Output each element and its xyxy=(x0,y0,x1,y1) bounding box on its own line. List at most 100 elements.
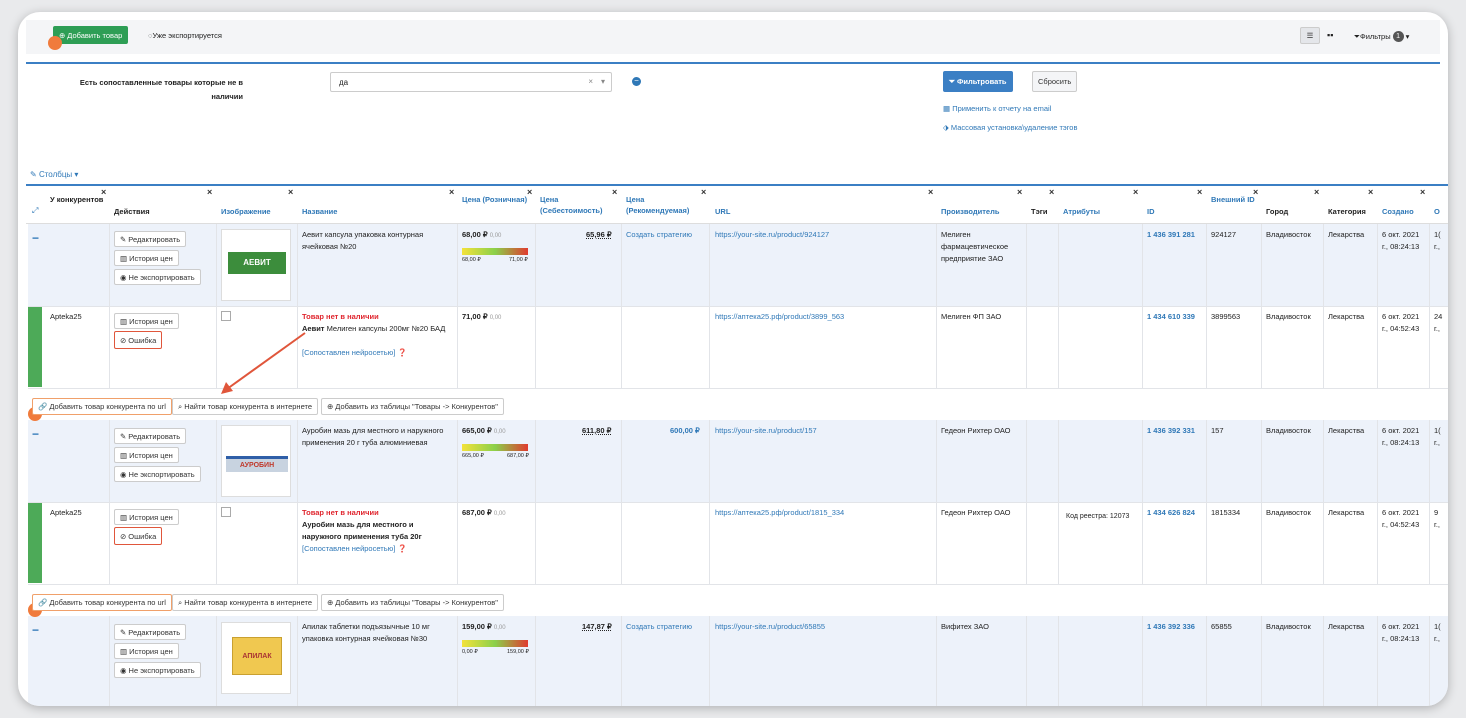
edit-button[interactable]: ✎ Редактировать xyxy=(114,624,187,640)
matched-by-ai-link[interactable]: [Сопоставлен нейросетью] ❓ xyxy=(302,348,407,357)
filter-select[interactable]: да × ▾ xyxy=(330,72,612,92)
price-history-button[interactable]: ▥ История цен xyxy=(114,250,179,266)
product-id-link[interactable]: 1 434 626 824 xyxy=(1147,508,1195,517)
created-date: 6 окт. 2021 г., 04:52:43 xyxy=(1382,312,1420,333)
product-image[interactable]: АПИЛАК xyxy=(221,622,291,694)
header-price-retail[interactable]: Цена (Розничная) xyxy=(462,195,528,204)
add-from-table-button[interactable]: ⊕ Добавить из таблицы "Товары -> Конкурен… xyxy=(321,398,504,415)
header-image[interactable]: Изображение xyxy=(221,207,271,216)
add-product-button[interactable]: ⊕ Добавить товар xyxy=(53,26,129,44)
price-history-button[interactable]: ▥ История цен xyxy=(114,447,179,463)
plus-circle-icon: ⊕ xyxy=(327,598,334,607)
header-price-cost[interactable]: Цена (Себестоимость) xyxy=(540,195,603,215)
city: Владивосток xyxy=(1266,622,1311,631)
product-id-link[interactable]: 1 436 392 331 xyxy=(1147,426,1195,435)
product-id-link[interactable]: 1 436 392 336 xyxy=(1147,622,1195,631)
product-url-link[interactable]: https://your-site.ru/product/157 xyxy=(715,426,817,435)
external-id: 65855 xyxy=(1211,622,1232,631)
error-button[interactable]: ⊘ Ошибка xyxy=(114,331,163,349)
header-name[interactable]: Название xyxy=(302,207,338,216)
header-url[interactable]: URL xyxy=(715,207,731,216)
remove-column-icon[interactable]: × xyxy=(1420,187,1426,197)
remove-column-icon[interactable]: × xyxy=(207,187,213,197)
remove-column-icon[interactable]: × xyxy=(1133,187,1139,197)
collapse-icon[interactable]: − xyxy=(32,231,40,245)
header-created[interactable]: Создано xyxy=(1382,207,1414,216)
top-toolbar xyxy=(26,20,1440,54)
remove-column-icon[interactable]: × xyxy=(612,187,618,197)
add-by-url-button[interactable]: 🔗 Добавить товар конкурента по url xyxy=(32,398,172,415)
product-price: 71,00 ₽ 0,00 xyxy=(462,312,502,321)
price-history-button[interactable]: ▥ История цен xyxy=(114,313,179,329)
product-url-link[interactable]: https://your-site.ru/product/65855 xyxy=(715,622,826,631)
add-by-url-button[interactable]: 🔗 Добавить товар конкурента по url xyxy=(32,594,172,611)
collapse-icon[interactable]: − xyxy=(32,623,40,637)
header-actions[interactable]: Действия xyxy=(114,207,150,216)
chevron-down-icon[interactable]: ▾ xyxy=(600,77,605,86)
spinner-icon: ◌ xyxy=(148,31,153,40)
header-manufacturer[interactable]: Производитель xyxy=(941,207,1000,216)
apply-email-link[interactable]: ▦ Применить к отчету на email xyxy=(943,104,1052,113)
product-image[interactable]: АУРОБИН xyxy=(221,425,291,497)
column-divider xyxy=(621,420,622,584)
remove-column-icon[interactable]: × xyxy=(288,187,294,197)
price-bar-min: 0,00 ₽ xyxy=(462,649,478,655)
error-button[interactable]: ⊘ Ошибка xyxy=(114,527,163,545)
remove-column-icon[interactable]: × xyxy=(1253,187,1259,197)
column-divider xyxy=(1026,616,1027,706)
header-city[interactable]: Город xyxy=(1266,207,1289,216)
create-strategy-link[interactable]: Создать стратегию xyxy=(626,622,693,631)
header-external-id[interactable]: Внешний ID xyxy=(1211,195,1255,204)
recommended-price[interactable]: 600,00 ₽ xyxy=(670,426,700,435)
no-export-button[interactable]: ◉ Не экспортировать xyxy=(114,269,201,285)
list-view-button[interactable]: ☰ xyxy=(1300,27,1320,44)
no-export-button[interactable]: ◉ Не экспортировать xyxy=(114,662,201,678)
remove-column-icon[interactable]: × xyxy=(928,187,934,197)
product-url-link[interactable]: https://аптека25.рф/product/1815_334 xyxy=(715,508,845,517)
filters-dropdown[interactable]: ⏷ Фильтры 1 ▾ xyxy=(1354,31,1410,42)
header-id[interactable]: ID xyxy=(1147,207,1155,216)
remove-column-icon[interactable]: × xyxy=(701,187,707,197)
already-exported-toggle[interactable]: ◌Уже экспортируется xyxy=(148,31,222,40)
matched-by-ai-link[interactable]: [Сопоставлен нейросетью] ❓ xyxy=(302,544,407,553)
remove-column-icon[interactable]: × xyxy=(1049,187,1055,197)
column-divider xyxy=(1377,224,1378,388)
remove-filter-icon[interactable]: − xyxy=(632,77,641,86)
header-overflow[interactable]: О xyxy=(1434,207,1440,216)
collapse-icon[interactable]: − xyxy=(32,427,40,441)
remove-column-icon[interactable]: × xyxy=(1017,187,1023,197)
header-competitors[interactable]: У конкурентов xyxy=(50,195,104,204)
remove-column-icon[interactable]: × xyxy=(449,187,455,197)
edit-button[interactable]: ✎ Редактировать xyxy=(114,428,187,444)
find-online-button[interactable]: ⌕ Найти товар конкурента в интернете xyxy=(172,398,319,415)
mass-tags-link[interactable]: ⬗ Массовая установка\удаление тэгов xyxy=(943,123,1078,132)
filter-button[interactable]: ⏷ Фильтровать xyxy=(943,71,1013,92)
create-strategy-link[interactable]: Создать стратегию xyxy=(626,230,693,239)
find-online-button[interactable]: ⌕ Найти товар конкурента в интернете xyxy=(172,594,319,611)
remove-column-icon[interactable]: × xyxy=(1368,187,1374,197)
edit-button[interactable]: ✎ Редактировать xyxy=(114,231,187,247)
remove-column-icon[interactable]: × xyxy=(527,187,533,197)
product-image[interactable]: АЕВИТ xyxy=(221,229,291,301)
product-id-link[interactable]: 1 436 391 281 xyxy=(1147,230,1195,239)
remove-column-icon[interactable]: × xyxy=(1197,187,1203,197)
no-export-button[interactable]: ◉ Не экспортировать xyxy=(114,466,201,482)
manufacturer: Вифитех ЗАО xyxy=(941,622,989,631)
columns-toggle[interactable]: ✎ Столбцы ▾ xyxy=(30,170,79,179)
product-id-link[interactable]: 1 434 610 339 xyxy=(1147,312,1195,321)
header-tags[interactable]: Тэги xyxy=(1031,207,1048,216)
header-attributes[interactable]: Атрибуты xyxy=(1063,207,1101,216)
clear-icon[interactable]: × xyxy=(588,77,593,86)
product-url-link[interactable]: https://аптека25.рф/product/3899_563 xyxy=(715,312,845,321)
header-category[interactable]: Категория xyxy=(1328,207,1366,216)
remove-column-icon[interactable]: × xyxy=(1314,187,1320,197)
reset-button[interactable]: Сбросить xyxy=(1032,71,1078,92)
remove-column-icon[interactable]: × xyxy=(101,187,107,197)
price-history-button[interactable]: ▥ История цен xyxy=(114,509,179,525)
product-url-link[interactable]: https://your-site.ru/product/924127 xyxy=(715,230,830,239)
add-from-table-button[interactable]: ⊕ Добавить из таблицы "Товары -> Конкурен… xyxy=(321,594,504,611)
price-history-button[interactable]: ▥ История цен xyxy=(114,643,179,659)
grid-view-button[interactable]: ▪▪ xyxy=(1327,30,1333,40)
sort-icon[interactable]: ⤢ xyxy=(32,206,39,215)
header-price-recommended[interactable]: Цена (Рекомендуемая) xyxy=(626,195,690,215)
